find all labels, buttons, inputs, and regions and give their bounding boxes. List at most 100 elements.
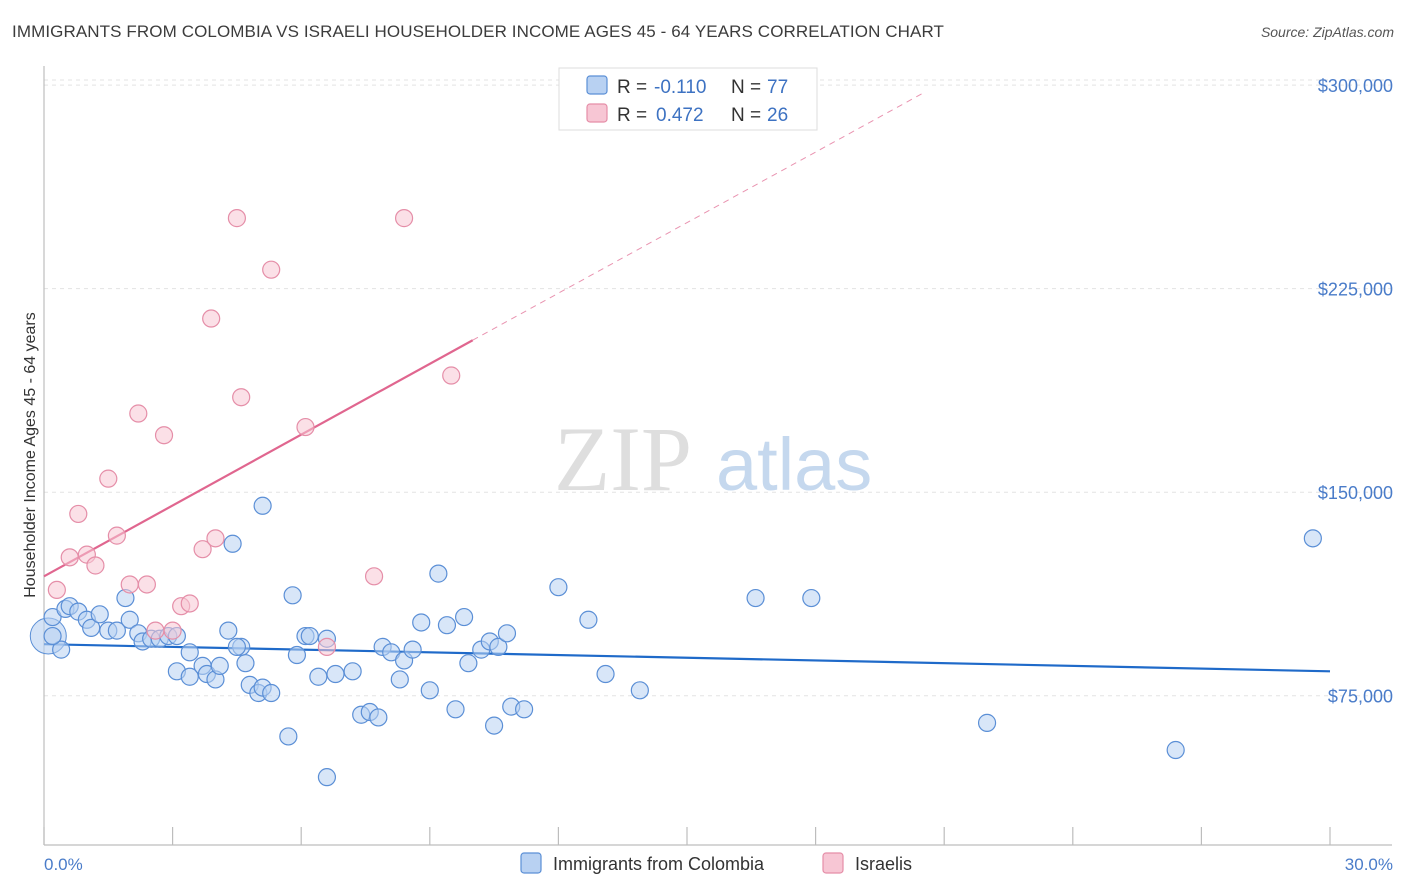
point-series-0 [459,654,478,673]
trend-extension-series-1 [472,92,924,341]
point-series-0 [317,768,337,787]
point-series-0 [977,713,997,732]
point-series-0 [746,588,765,608]
point-series-0 [485,716,504,735]
y-axis-label: Householder Income Ages 45 - 64 years [22,312,39,598]
point-series-0 [420,681,439,700]
point-series-0 [454,607,474,627]
point-series-1 [296,417,315,437]
point-series-1 [202,309,221,328]
point-series-0 [210,656,229,675]
point-series-1 [364,567,384,586]
bottom-legend-label-israelis: Israelis [855,854,912,874]
x-tick-label-max: 30.0% [1345,855,1393,874]
y-tick-labels: $75,000 $150,000 $225,000 $300,000 [1318,76,1393,707]
point-series-0 [326,664,345,684]
point-series-1 [86,556,105,575]
y-tick-label: $150,000 [1318,483,1393,503]
point-series-0 [630,681,649,700]
point-series-0 [390,670,409,689]
point-series-0 [180,643,199,662]
point-series-0 [437,616,457,635]
bottom-legend-swatch-israelis [822,852,844,874]
legend-r-label-israelis: R = [617,105,647,126]
bottom-legend: Immigrants from Colombia Israelis [520,852,912,874]
point-series-0 [429,564,448,583]
point-series-1 [163,621,182,640]
point-series-1 [129,404,148,423]
point-series-0 [549,578,568,597]
point-series-0 [515,700,534,719]
top-legend: R = -0.110 N = 77 R = 0.472 N = 26 [558,67,818,131]
point-series-0 [596,664,615,684]
point-series-0 [253,496,272,515]
point-series-0 [497,624,517,643]
watermark-zip: ZIP [554,408,692,510]
point-series-0 [43,607,62,627]
point-series-0 [1303,529,1322,548]
point-series-0 [279,727,298,746]
point-series-1 [394,209,414,228]
point-series-1 [146,621,165,640]
point-series-0 [343,662,362,681]
trend-lines [43,92,1331,673]
y-tick-label: $300,000 [1318,76,1393,96]
point-series-0 [369,708,388,727]
gridlines [44,79,1392,697]
point-series-1 [206,529,225,548]
point-series-1 [262,260,281,279]
point-series-0 [412,613,431,632]
legend-r-value-colombia: -0.110 [654,77,706,98]
point-series-1 [227,209,246,228]
legend-swatch-israelis [586,103,608,123]
point-series-1 [442,366,461,385]
legend-r-label-colombia: R = [617,77,647,98]
point-series-1 [154,426,174,445]
point-series-0 [579,610,598,629]
point-series-0 [300,626,319,646]
legend-n-value-colombia: 77 [767,77,788,98]
point-series-0 [90,605,109,624]
point-series-1 [107,526,126,545]
data-points [29,209,1322,787]
point-series-0 [382,643,401,662]
point-series-0 [283,586,302,605]
bottom-legend-label-colombia: Immigrants from Colombia [553,854,765,874]
trend-line-series-0 [43,643,1331,673]
y-tick-label: $225,000 [1318,280,1393,300]
x-tick-label-min: 0.0% [44,855,83,874]
point-series-0 [223,534,242,553]
legend-n-label-israelis: N = [731,105,761,126]
point-series-0 [227,637,246,656]
point-series-0 [489,637,508,656]
point-series-1 [69,504,88,524]
bottom-legend-swatch-colombia [520,852,542,874]
chart-source: Source: ZipAtlas.com [1260,24,1394,40]
point-series-1 [180,594,199,613]
point-series-1 [193,540,212,559]
point-series-0 [236,654,255,673]
point-series-1 [232,388,251,407]
point-series-1 [47,580,66,600]
point-series-1 [137,575,156,594]
legend-n-value-israelis: 26 [767,105,788,126]
point-series-1 [317,637,337,656]
y-tick-label: $75,000 [1328,687,1393,707]
point-series-0 [1166,740,1185,760]
point-series-0 [52,640,71,659]
point-series-0 [219,621,238,640]
point-series-0 [43,626,62,646]
point-series-0 [107,621,126,640]
axes [43,66,1392,846]
legend-r-value-israelis: 0.472 [656,105,704,126]
trend-line-series-1 [43,339,474,578]
point-series-0 [309,667,328,686]
legend-n-label-colombia: N = [731,77,761,98]
point-series-0 [403,640,422,659]
watermark: ZIP atlas [554,408,872,510]
point-series-1 [99,469,118,488]
legend-swatch-colombia [586,75,608,95]
point-series-1 [120,575,139,594]
point-series-0 [262,683,281,703]
